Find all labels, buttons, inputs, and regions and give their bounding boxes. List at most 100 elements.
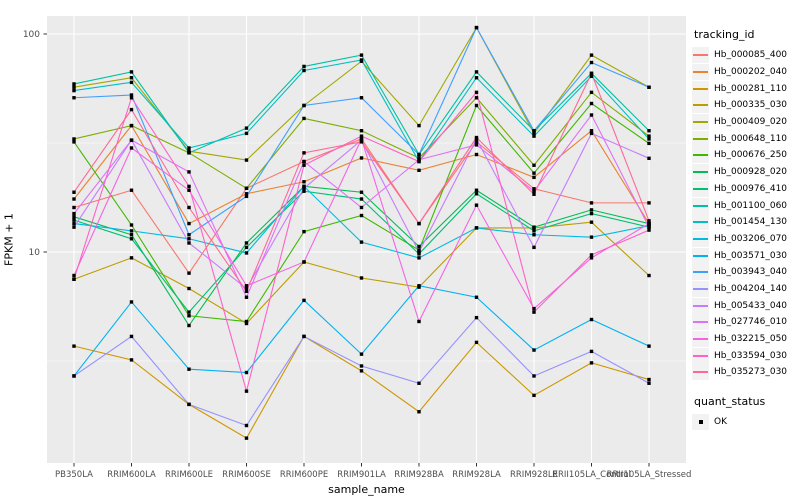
legend-label: Hb_032215_050 <box>714 334 788 345</box>
legend-key-line <box>692 247 709 264</box>
data-point <box>417 168 421 173</box>
legend-item-Hb_000281_110: Hb_000281_110 <box>692 80 800 97</box>
plot-panel-background <box>47 16 686 463</box>
data-point <box>187 205 191 210</box>
data-point <box>474 143 479 147</box>
legend-item-Hb_000409_020: Hb_000409_020 <box>692 114 800 131</box>
data-point <box>589 74 594 78</box>
data-point <box>359 205 364 210</box>
data-point <box>417 410 421 414</box>
data-point <box>532 225 536 229</box>
x-tick-label: PB350LA <box>55 470 93 480</box>
data-point <box>647 137 651 141</box>
x-tick-label: RRIM600PE <box>280 470 328 480</box>
data-point <box>359 213 364 218</box>
data-point <box>359 364 364 368</box>
data-point <box>359 369 364 373</box>
data-point <box>474 103 479 108</box>
data-point <box>474 152 479 157</box>
data-point <box>474 90 479 95</box>
data-point <box>302 184 306 189</box>
data-point <box>359 240 364 244</box>
data-point <box>187 271 191 275</box>
legend-item-Hb_005433_040: Hb_005433_040 <box>692 297 800 314</box>
x-tick-label: RRIM901LA <box>337 470 386 480</box>
data-point <box>302 116 306 121</box>
data-point <box>129 107 134 112</box>
data-point <box>474 96 479 100</box>
data-point <box>244 284 249 288</box>
legend-item-Hb_000335_030: Hb_000335_030 <box>692 97 800 114</box>
data-point <box>532 233 536 237</box>
legend-label: Hb_003206_070 <box>714 233 788 244</box>
data-point <box>589 101 594 106</box>
data-point <box>532 175 536 180</box>
legend-item-Hb_027746_010: Hb_027746_010 <box>692 314 800 331</box>
data-point <box>474 340 479 345</box>
data-point <box>417 250 421 254</box>
data-point <box>589 129 594 133</box>
legend-key-line <box>692 164 709 181</box>
legend-key-line <box>692 147 709 164</box>
data-point <box>244 286 249 291</box>
data-point <box>244 289 249 294</box>
data-point <box>72 82 76 86</box>
data-point <box>187 323 191 328</box>
data-point <box>244 192 249 196</box>
data-point <box>129 223 134 227</box>
data-point <box>187 151 191 155</box>
legend-label: Hb_000335_030 <box>714 100 788 111</box>
data-point <box>129 256 134 260</box>
data-point <box>589 208 594 212</box>
data-point <box>532 393 536 398</box>
data-point <box>244 436 249 440</box>
legend-item-Hb_000202_040: Hb_000202_040 <box>692 64 800 81</box>
legend-label: Hb_000928_020 <box>714 167 788 178</box>
data-point <box>647 134 651 138</box>
data-point <box>72 211 76 216</box>
data-point <box>647 201 651 205</box>
data-point <box>72 277 76 281</box>
data-point <box>72 221 76 226</box>
data-point <box>302 159 306 164</box>
data-point <box>474 203 479 207</box>
legend-label: OK <box>714 417 727 428</box>
data-point <box>647 225 651 229</box>
x-tick-label: RRIM600LA <box>107 470 156 480</box>
data-point <box>647 344 651 348</box>
data-point <box>532 306 536 311</box>
data-point <box>187 146 191 150</box>
data-point <box>474 140 479 144</box>
data-point <box>244 423 249 428</box>
data-point <box>532 245 536 250</box>
legend-label: Hb_003571_030 <box>714 250 788 261</box>
data-point <box>589 235 594 239</box>
x-tick-label: RRIM928LA <box>452 470 501 480</box>
data-point <box>417 252 421 256</box>
data-point <box>129 146 134 150</box>
legend-label: Hb_033594_030 <box>714 350 788 361</box>
legend-key-line <box>692 130 709 147</box>
data-point <box>647 381 651 385</box>
data-point <box>417 123 421 128</box>
data-point <box>532 189 536 193</box>
data-point <box>302 189 306 193</box>
legend-label: Hb_001100_060 <box>714 200 788 211</box>
data-point <box>532 229 536 233</box>
data-point <box>187 233 191 237</box>
data-point <box>359 190 364 194</box>
legend-item-Hb_000648_110: Hb_000648_110 <box>692 130 800 147</box>
data-point <box>359 53 364 57</box>
data-point <box>647 219 651 223</box>
legend-item-Hb_003206_070: Hb_003206_070 <box>692 230 800 248</box>
data-point <box>244 126 249 130</box>
legend-item-Hb_001100_060: Hb_001100_060 <box>692 197 800 214</box>
data-point <box>302 260 306 264</box>
x-tick-label: RRIM600LE <box>165 470 213 480</box>
legend-key-line <box>692 364 709 381</box>
data-point <box>417 244 421 249</box>
data-point <box>417 256 421 260</box>
data-point <box>589 317 594 322</box>
data-point <box>72 218 76 222</box>
x-tick-label: RRIM928BA <box>394 470 444 480</box>
